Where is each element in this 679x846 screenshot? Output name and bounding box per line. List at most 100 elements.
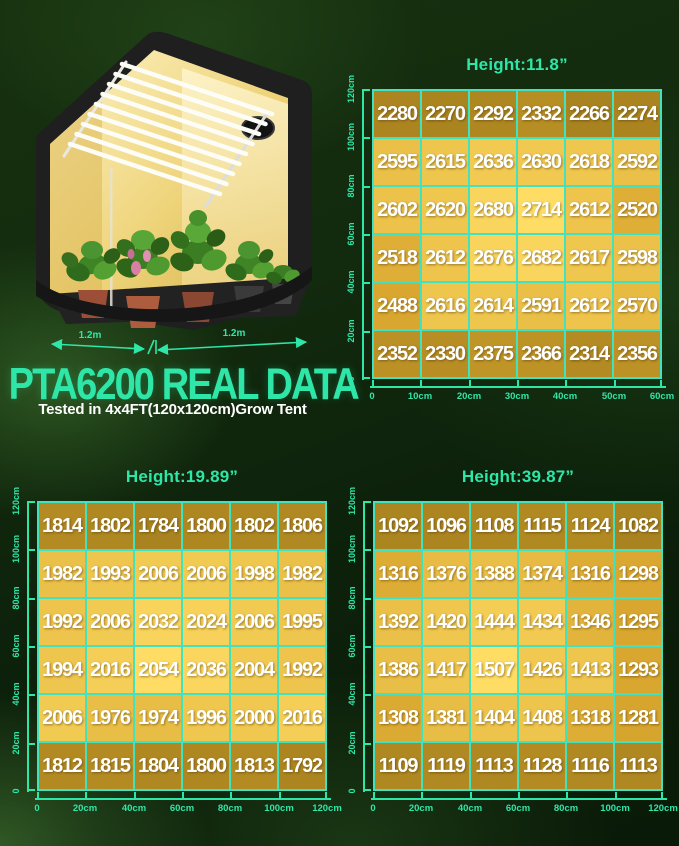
heatmap-cell: 1113 [471,743,517,789]
ppfd-heatmap-19in: Height:19.89” 1814 1802 1784 1800 1802 1806 19… [3,467,342,814]
y-tick-label: 100cm [11,534,21,564]
x-tick-label: 60cm [505,803,531,814]
y-tick-label: 120cm [11,486,21,516]
heatmap-cell: 2032 [135,599,181,645]
x-axis-tick [469,380,471,387]
y-axis-tick [363,501,371,503]
tent-width-right-label: 1.2m [223,328,246,339]
x-axis-tick [615,792,617,799]
heatmap-cell: 2375 [470,331,516,377]
heatmap-cell: 2274 [614,91,660,137]
heatmap-cell: 1992 [39,599,85,645]
heatmap-cell: 1124 [567,503,613,549]
heatmap-cell: 2680 [470,187,516,233]
x-axis-tick [565,380,567,387]
y-tick-label: 80cm [346,174,356,198]
heatmap-cell: 2270 [422,91,468,137]
x-tick-label: 120cm [648,803,678,814]
heatmap-cell: 2616 [422,283,468,329]
heatmap-cell: 2618 [566,139,612,185]
heatmap-cell: 1128 [519,743,565,789]
heatmap-cell: 1092 [375,503,421,549]
y-tick-label: 40cm [11,682,21,706]
y-axis-tick [362,137,370,139]
y-axis-tick [362,234,370,236]
heatmap-cell: 1815 [87,743,133,789]
heatmap-cell: 2602 [374,187,420,233]
heatmap-cell: 2266 [566,91,612,137]
heatmap-cell: 1804 [135,743,181,789]
x-axis-line [370,386,666,388]
y-axis-tick [27,501,35,503]
y-axis-tick [363,694,371,696]
x-axis-tick [134,792,136,799]
y-axis-tick [362,89,370,91]
heatmap-cell: 2615 [422,139,468,185]
x-axis-tick [230,792,232,799]
chart-title: Height:19.89” [125,467,239,486]
heatmap-cell: 2006 [231,599,277,645]
y-axis-tick [363,743,371,745]
x-tick-label: 0 [370,803,376,814]
x-tick-label: 120cm [312,803,342,814]
heatmap-cell: 1800 [183,503,229,549]
heatmap-cell: 2004 [231,647,277,693]
heatmap-cell: 1802 [231,503,277,549]
heatmap-cell: 1119 [423,743,469,789]
y-tick-label: 120cm [347,486,357,516]
x-tick-label: 80cm [553,803,579,814]
x-axis-tick [85,792,87,799]
heatmap-cell: 2054 [135,647,181,693]
heatmap-cell: 1316 [567,551,613,597]
x-tick-label: 0 [369,391,375,402]
y-tick-label: 0 [11,788,21,794]
heatmap-cell: 2016 [279,695,325,741]
heatmap-cell: 1413 [567,647,613,693]
heatmap-grid: 1092 1096 1108 1115 1124 1082 1316 1376 1388 1374… [373,501,663,791]
heatmap-cell: 2612 [566,283,612,329]
heatmap-cell: 1386 [375,647,421,693]
x-axis-tick [566,792,568,799]
y-axis-tick [27,694,35,696]
chart-title: Height:39.87” [461,467,575,486]
y-axis-tick [362,377,370,379]
x-tick-label: 80cm [217,803,243,814]
y-axis-tick [363,549,371,551]
y-tick-label: 0 [346,376,356,382]
heatmap-cell: 2592 [614,139,660,185]
heatmap-cell: 1308 [375,695,421,741]
heatmap-cell: 2518 [374,235,420,281]
x-tick-label: 100cm [264,803,294,814]
heatmap-cell: 1802 [87,503,133,549]
heatmap-cell: 1813 [231,743,277,789]
y-axis-tick [363,646,371,648]
x-tick-label: 40cm [552,391,578,402]
heatmap-cell: 1996 [183,695,229,741]
heatmap-cell: 1318 [567,695,613,741]
heatmap-cell: 2292 [470,91,516,137]
y-axis-tick [27,789,35,791]
x-tick-label: 20cm [72,803,98,814]
heatmap-cell: 1116 [567,743,613,789]
x-axis-tick [661,792,663,799]
heatmap-cell: 2352 [374,331,420,377]
y-tick-label: 0 [347,788,357,794]
tent-dimension-arrows [50,336,308,356]
heatmap-cell: 2598 [614,235,660,281]
heatmap-cell: 1976 [87,695,133,741]
heatmap-cell: 1381 [423,695,469,741]
heatmap-cell: 1295 [615,599,661,645]
x-tick-label: 20cm [408,803,434,814]
heatmap-cell: 2520 [614,187,660,233]
heatmap-cell: 1507 [471,647,517,693]
heatmap-cell: 1426 [519,647,565,693]
x-tick-label: 20cm [456,391,482,402]
heatmap-cell: 1982 [39,551,85,597]
heatmap-cell: 2314 [566,331,612,377]
heatmap-cell: 2006 [135,551,181,597]
y-axis-tick [27,549,35,551]
heatmap-plot: 2280 2270 2292 2332 2266 2274 2595 2615 2636 2630… [346,75,674,402]
heatmap-cell: 1316 [375,551,421,597]
heatmap-cell: 2036 [183,647,229,693]
heatmap-cell: 1992 [279,647,325,693]
